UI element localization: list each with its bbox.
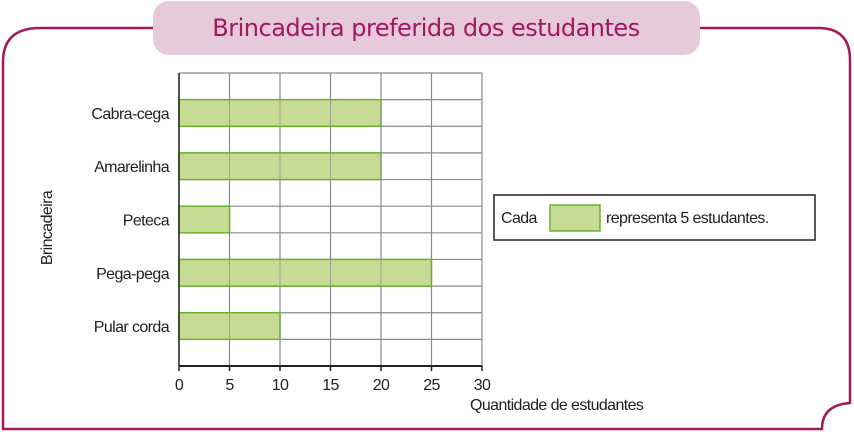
legend-box: [493, 194, 816, 241]
x-tick-label: 10: [272, 377, 289, 394]
category-label: Pega-pega: [96, 266, 170, 283]
legend-text-before: Cada: [501, 210, 538, 227]
x-tick-label: 0: [175, 377, 184, 394]
x-tick-label: 15: [322, 377, 339, 394]
x-axis: 0 5 10 15 20 25 30: [175, 73, 492, 394]
category-label: Amarelinha: [94, 159, 170, 176]
x-axis-label: Quantidade de estudantes: [470, 397, 644, 414]
title-background: [153, 1, 700, 55]
y-axis-label: Brincadeira: [39, 190, 56, 265]
legend-text-after: representa 5 estudantes.: [606, 210, 769, 227]
category-label: Pular corda: [94, 319, 170, 336]
category-label: Peteca: [123, 213, 170, 230]
chart-title: Brincadeira preferida dos estudantes: [212, 14, 639, 42]
bar-peteca: [178, 205, 231, 234]
x-tick-label: 5: [225, 377, 234, 394]
x-tick-label: 30: [474, 377, 491, 394]
x-tick-label: 25: [423, 377, 440, 394]
frame-border: [1, 26, 852, 431]
bars: Cabra-cega Amarelinha Peteca Pega-pega Pular…: [91, 73, 483, 366]
bar-pega-pega: [178, 258, 433, 287]
legend: Cada representa 5 estudantes.: [493, 194, 816, 241]
x-tick-label: 20: [373, 377, 390, 394]
legend-swatch: [549, 204, 601, 232]
category-label: Cabra-cega: [91, 106, 169, 123]
